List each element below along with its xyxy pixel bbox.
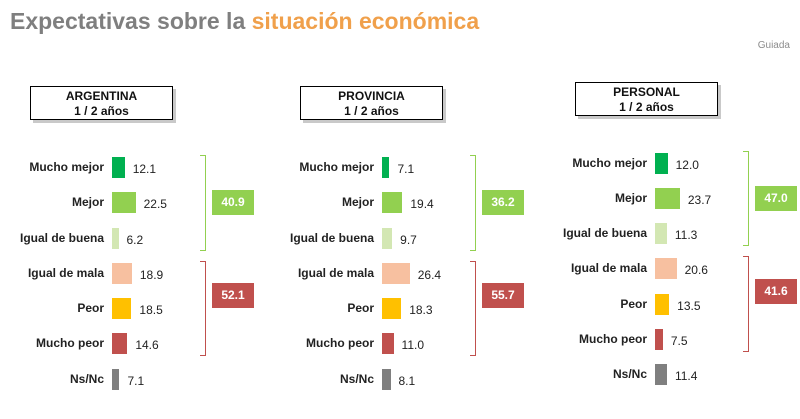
category-label: Igual de mala [27,266,104,280]
category-label: Mejor [71,195,104,209]
data-label: 11.0 [401,338,425,352]
data-label: 11.4 [674,369,698,383]
positive-brace [200,155,206,251]
category-label: Mucho mejor [29,160,104,174]
chart-title: ARGENTINA [65,89,138,103]
data-label: 23.7 [687,193,712,207]
chart-subtitle: 1 / 2 años [344,104,399,118]
negative-total: 41.6 [755,279,797,304]
chart-panel-personal: PERSONAL 1 / 2 años Mucho mejor 12.0 Mejor 23… [543,0,800,419]
bar [655,153,668,174]
category-label: Mucho mejor [572,156,647,170]
chart-title: PERSONAL [613,85,680,99]
category-label: Mucho peor [306,336,374,350]
bar [112,263,132,284]
bar [112,298,132,319]
bar [382,263,410,284]
title-highlight: situación económica [251,8,480,34]
chart-subtitle: 1 / 2 años [74,104,129,118]
chart-panel-argentina: ARGENTINA 1 / 2 años Mucho mejor 12.1 Mejor 2… [0,0,260,419]
data-label: 18.5 [139,303,163,317]
title-prefix: Expectativas sobre la [10,8,252,34]
chart-subtitle: 1 / 2 años [619,100,674,114]
bar [655,258,677,279]
bar [655,188,680,209]
positive-total: 40.9 [212,190,254,215]
data-label: 18.3 [409,303,433,317]
data-label: 12.0 [675,158,699,172]
category-label: Peor [77,301,104,315]
bar [382,192,403,213]
data-label: 22.5 [143,197,167,211]
chart-header: PERSONAL 1 / 2 años [575,82,718,116]
category-label: Mejor [341,195,374,209]
category-label: Ns/Nc [612,367,647,381]
bar [655,294,670,315]
negative-total: 52.1 [212,283,254,308]
category-label: Mucho mejor [299,160,374,174]
category-label: Mejor [614,191,647,205]
data-label: 14.6 [135,338,159,352]
bar [112,369,120,390]
bar [382,333,394,354]
chart-header: PROVINCIA 1 / 2 años [300,86,443,120]
data-label: 7.1 [127,374,145,388]
category-label: Mucho peor [579,332,647,346]
negative-brace [200,261,206,356]
data-label: 20.6 [684,263,708,277]
positive-brace [743,151,749,246]
chart-panel-provincia: PROVINCIA 1 / 2 años Mucho mejor 7.1 Mejor 19… [270,0,530,419]
data-label: 18.9 [139,268,164,282]
negative-brace [743,256,749,352]
page-title: Expectativas sobre la situación económic… [10,8,479,35]
data-label: 19.4 [410,197,434,211]
subtitle: Guiada [757,40,790,51]
category-label: Igual de buena [562,226,647,240]
positive-total: 47.0 [755,186,797,211]
negative-brace [470,261,476,356]
data-label: 9.7 [400,233,417,247]
bar [655,364,667,385]
category-label: Ns/Nc [339,372,374,386]
category-label: Ns/Nc [69,372,104,386]
bar [382,157,390,178]
chart-title: PROVINCIA [338,89,405,103]
data-label: 6.2 [126,233,144,247]
category-label: Igual de mala [570,261,647,275]
category-label: Igual de buena [289,231,374,245]
bar [382,369,391,390]
bar [655,223,667,244]
category-label: Mucho peor [36,336,104,350]
data-label: 12.1 [132,162,157,176]
positive-total: 36.2 [482,190,524,215]
data-label: 13.5 [677,299,701,313]
data-label: 7.1 [397,162,415,176]
category-label: Peor [347,301,374,315]
bar [382,298,402,319]
positive-brace [470,155,476,251]
bar [112,192,136,213]
data-label: 8.1 [398,374,416,388]
chart-header: ARGENTINA 1 / 2 años [30,86,173,120]
category-label: Igual de buena [19,231,104,245]
data-label: 26.4 [417,268,442,282]
negative-total: 55.7 [482,283,524,308]
category-label: Peor [620,297,647,311]
bar [112,157,125,178]
bar [382,228,393,249]
bar [112,228,119,249]
data-label: 11.3 [674,228,698,242]
category-label: Igual de mala [297,266,374,280]
bar [112,333,128,354]
data-label: 7.5 [670,334,688,348]
bar [655,329,663,350]
